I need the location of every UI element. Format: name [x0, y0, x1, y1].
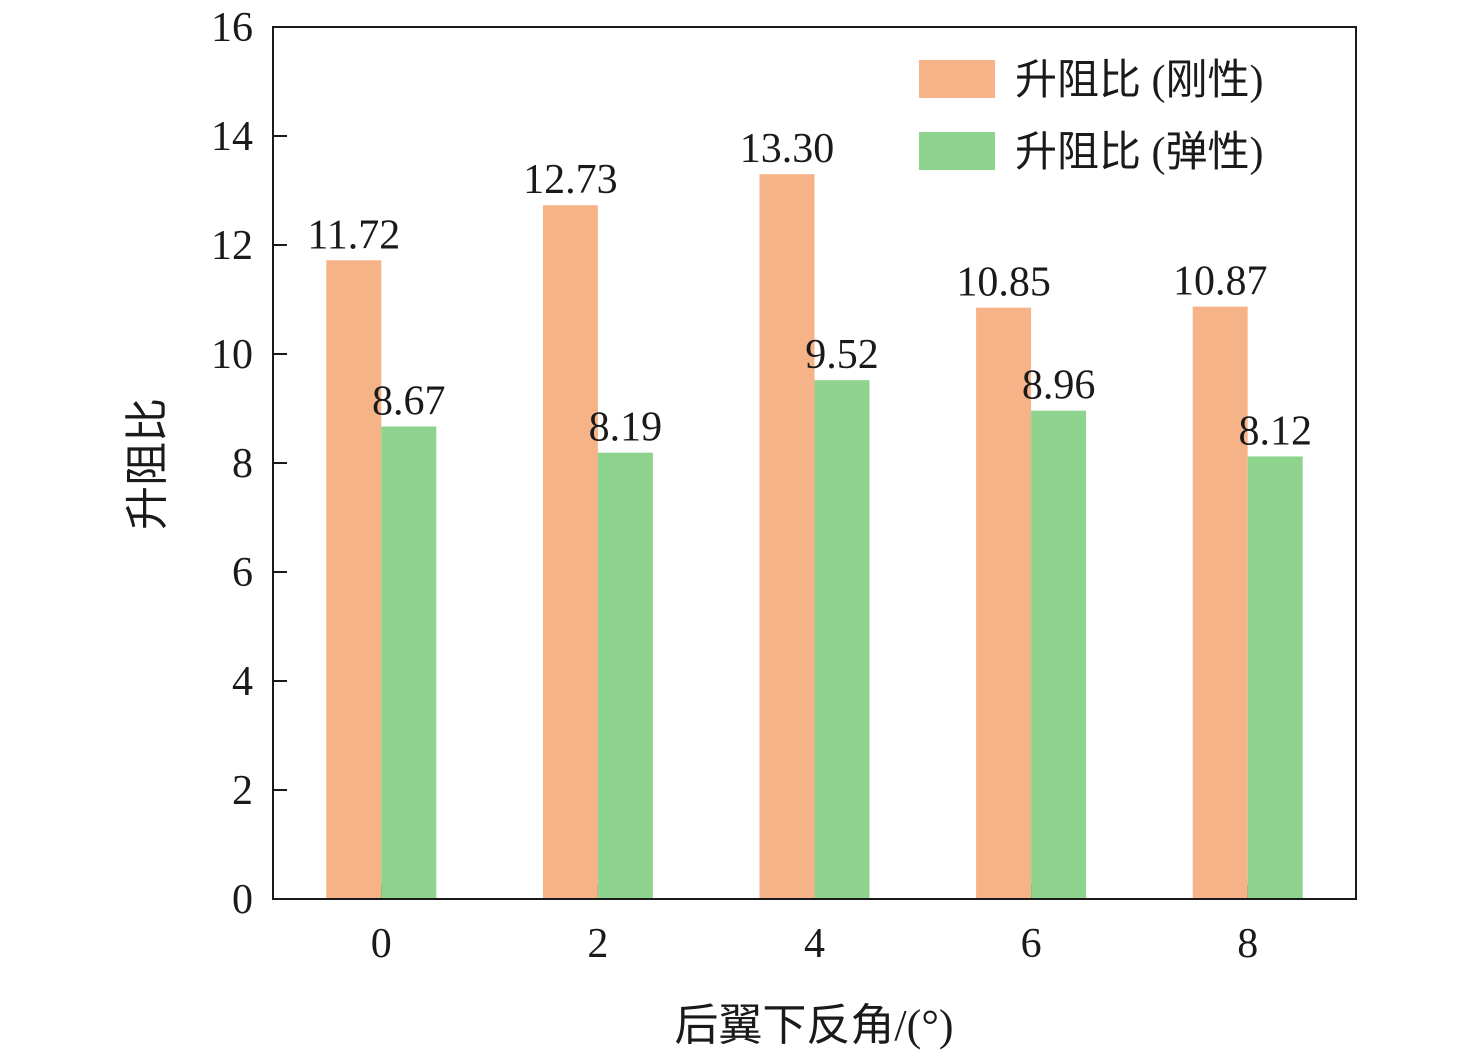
data-label: 9.52: [805, 332, 879, 378]
legend-swatch: [919, 60, 995, 98]
data-labels: 11.72 8.67 12.73 8.19 13.30 9.52 10.85 8.96 10.8…: [307, 126, 1312, 454]
legend: 升阻比 (刚性) 升阻比 (弹性): [919, 58, 1263, 176]
x-tick-label: 8: [1237, 921, 1258, 967]
x-tick-label: 0: [371, 921, 392, 967]
bar: [1192, 306, 1248, 900]
y-tick-label: 10: [211, 332, 253, 378]
y-axis-title: 升阻比: [123, 398, 172, 530]
bar: [1247, 456, 1303, 899]
y-axis-ticks: 0 2 4 6 8 10 12 14 16: [211, 5, 287, 923]
x-tick-label: 2: [587, 921, 608, 967]
legend-label: 升阻比 (弹性): [1015, 130, 1263, 176]
bar: [381, 426, 437, 899]
data-label: 8.67: [372, 378, 446, 424]
x-tick-label: 6: [1021, 921, 1042, 967]
bar: [976, 307, 1032, 899]
y-tick-label: 16: [211, 5, 253, 51]
y-tick-label: 2: [232, 768, 253, 814]
x-axis-title: 后翼下反角/(°): [674, 1001, 953, 1050]
data-label: 8.96: [1022, 363, 1096, 409]
data-label: 8.12: [1238, 408, 1312, 454]
data-label: 8.19: [589, 405, 663, 451]
plot-frame: [272, 26, 1357, 900]
data-label: 12.73: [523, 157, 618, 203]
legend-label: 升阻比 (刚性): [1015, 58, 1263, 104]
data-label: 10.87: [1173, 259, 1268, 305]
y-tick-label: 12: [211, 223, 253, 269]
bar: [326, 260, 382, 899]
bar: [759, 174, 815, 899]
y-tick-label: 4: [232, 659, 253, 705]
y-tick-label: 6: [232, 550, 253, 596]
bar: [814, 380, 870, 899]
bar: [542, 205, 598, 900]
data-label: 11.72: [307, 212, 400, 258]
y-tick-label: 8: [232, 441, 253, 487]
bars: [326, 174, 1303, 900]
bar: [597, 452, 653, 899]
legend-swatch: [919, 132, 995, 170]
bar: [1031, 410, 1087, 899]
data-label: 13.30: [740, 126, 835, 172]
y-tick-label: 0: [232, 877, 253, 923]
data-label: 10.85: [956, 260, 1051, 306]
x-tick-label: 4: [804, 921, 825, 967]
y-tick-label: 14: [211, 114, 253, 160]
